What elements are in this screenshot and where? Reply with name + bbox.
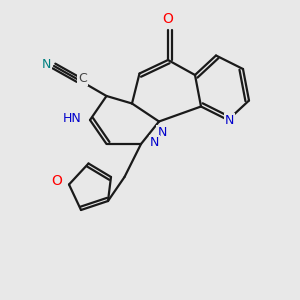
Text: C: C — [78, 72, 87, 86]
Text: N: N — [150, 136, 159, 149]
Text: O: O — [52, 175, 62, 188]
Text: O: O — [163, 12, 173, 26]
Text: N: N — [157, 125, 167, 139]
Text: N: N — [42, 58, 51, 71]
Text: N: N — [225, 113, 234, 127]
Text: HN: HN — [63, 112, 82, 125]
